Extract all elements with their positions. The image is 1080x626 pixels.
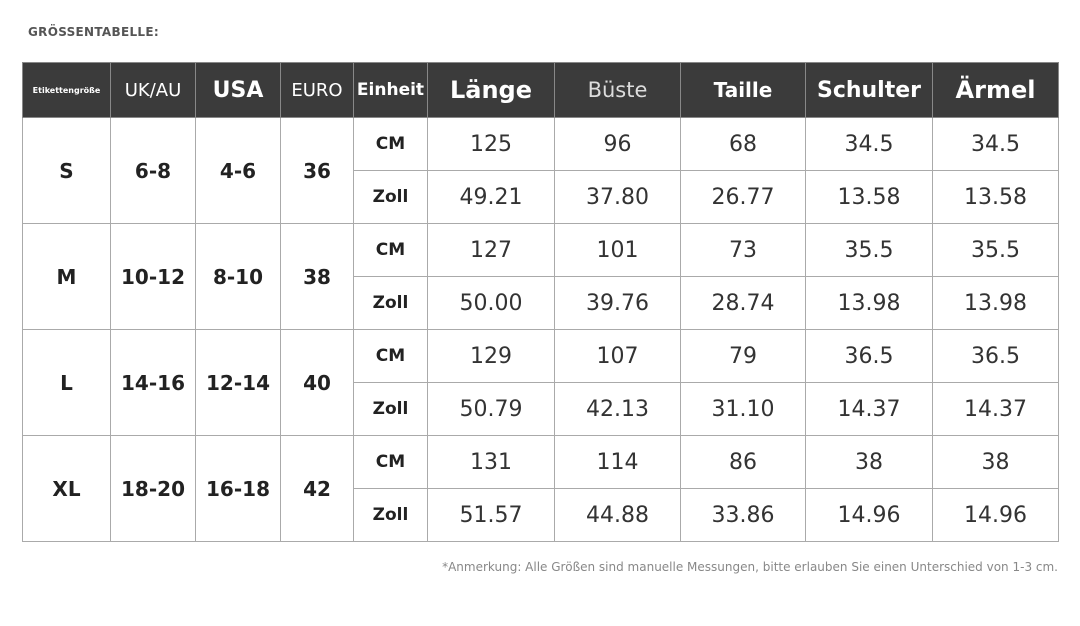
value-cell: 13.98 — [805, 276, 933, 330]
value-cell: 34.5 — [805, 117, 933, 171]
value-cell: 39.76 — [554, 276, 681, 330]
value-cell: 13.98 — [932, 276, 1059, 330]
value-cell: 114 — [554, 435, 681, 489]
value-cell: 34.5 — [932, 117, 1059, 171]
value-cell: 35.5 — [932, 223, 1059, 277]
size-cell: 38 — [280, 223, 354, 330]
value-cell: 36.5 — [805, 329, 933, 383]
value-cell: 49.21 — [427, 170, 555, 224]
size-cell: S — [22, 117, 111, 224]
value-cell: 86 — [680, 435, 806, 489]
footnote: *Anmerkung: Alle Größen sind manuelle Me… — [442, 560, 1058, 574]
value-cell: 14.37 — [805, 382, 933, 436]
size-cell: XL — [22, 435, 111, 542]
column-header: Büste — [554, 62, 681, 118]
value-cell: 96 — [554, 117, 681, 171]
size-cell: 18-20 — [110, 435, 196, 542]
value-cell: 14.96 — [932, 488, 1059, 542]
column-header: Länge — [427, 62, 555, 118]
value-cell: 36.5 — [932, 329, 1059, 383]
column-header: EURO — [280, 62, 354, 118]
value-cell: 44.88 — [554, 488, 681, 542]
size-cell: L — [22, 329, 111, 436]
size-cell: 6-8 — [110, 117, 196, 224]
value-cell: 51.57 — [427, 488, 555, 542]
value-cell: 127 — [427, 223, 555, 277]
unit-cell: Zoll — [353, 382, 428, 436]
value-cell: 35.5 — [805, 223, 933, 277]
value-cell: 79 — [680, 329, 806, 383]
column-header: Schulter — [805, 62, 933, 118]
size-table: Etikettengröße UK/AU USA EURO Einheit Länge Bü… — [22, 62, 1059, 542]
value-cell: 125 — [427, 117, 555, 171]
size-cell: 42 — [280, 435, 354, 542]
size-cell: 12-14 — [195, 329, 281, 436]
value-cell: 31.10 — [680, 382, 806, 436]
column-header: Ärmel — [932, 62, 1059, 118]
table-row: L 14-16 12-14 40 CM 129 107 79 36.5 36.5 — [22, 329, 1059, 436]
unit-cell: CM — [353, 435, 428, 489]
value-cell: 13.58 — [932, 170, 1059, 224]
value-cell: 14.37 — [932, 382, 1059, 436]
value-cell: 38 — [805, 435, 933, 489]
size-cell: 40 — [280, 329, 354, 436]
value-cell: 38 — [932, 435, 1059, 489]
unit-cell: CM — [353, 117, 428, 171]
value-cell: 68 — [680, 117, 806, 171]
value-cell: 101 — [554, 223, 681, 277]
value-cell: 28.74 — [680, 276, 806, 330]
value-cell: 50.79 — [427, 382, 555, 436]
value-cell: 33.86 — [680, 488, 806, 542]
value-cell: 129 — [427, 329, 555, 383]
title: GRÖSSENTABELLE: — [28, 25, 159, 39]
value-cell: 26.77 — [680, 170, 806, 224]
size-cell: 10-12 — [110, 223, 196, 330]
table-row: Zoll 49.21 37.80 26.77 13.58 13.58 — [23, 170, 1059, 224]
unit-cell: Zoll — [353, 170, 428, 224]
size-cell: 16-18 — [195, 435, 281, 542]
table-row: S 6-8 4-6 36 CM 125 96 68 34.5 34.5 — [22, 117, 1059, 224]
unit-cell: Zoll — [353, 488, 428, 542]
column-header: USA — [195, 62, 281, 118]
size-cell: 14-16 — [110, 329, 196, 436]
column-header: Etikettengröße — [22, 62, 111, 118]
value-cell: 13.58 — [805, 170, 933, 224]
size-cell: 8-10 — [195, 223, 281, 330]
value-cell: 73 — [680, 223, 806, 277]
column-header: Einheit — [353, 62, 428, 118]
column-header: Taille — [680, 62, 806, 118]
size-cell: 36 — [280, 117, 354, 224]
table-row: Zoll 50.00 39.76 28.74 13.98 13.98 — [23, 276, 1059, 330]
value-cell: 37.80 — [554, 170, 681, 224]
table-row: XL 18-20 16-18 42 CM 131 114 86 38 38 — [22, 435, 1059, 542]
unit-cell: CM — [353, 223, 428, 277]
table-row: M 10-12 8-10 38 CM 127 101 73 35.5 35.5 — [22, 223, 1059, 330]
value-cell: 131 — [427, 435, 555, 489]
table-row: Zoll 51.57 44.88 33.86 14.96 14.96 — [23, 488, 1059, 542]
table-body: S 6-8 4-6 36 CM 125 96 68 34.5 34.5 Zoll 49.21 37.80… — [22, 117, 1059, 542]
column-header: UK/AU — [110, 62, 196, 118]
value-cell: 42.13 — [554, 382, 681, 436]
size-cell: M — [22, 223, 111, 330]
value-cell: 107 — [554, 329, 681, 383]
header-row: Etikettengröße UK/AU USA EURO Einheit Länge Bü… — [22, 62, 1059, 118]
table-row: Zoll 50.79 42.13 31.10 14.37 14.37 — [23, 382, 1059, 436]
size-cell: 4-6 — [195, 117, 281, 224]
unit-cell: CM — [353, 329, 428, 383]
unit-cell: Zoll — [353, 276, 428, 330]
value-cell: 50.00 — [427, 276, 555, 330]
value-cell: 14.96 — [805, 488, 933, 542]
